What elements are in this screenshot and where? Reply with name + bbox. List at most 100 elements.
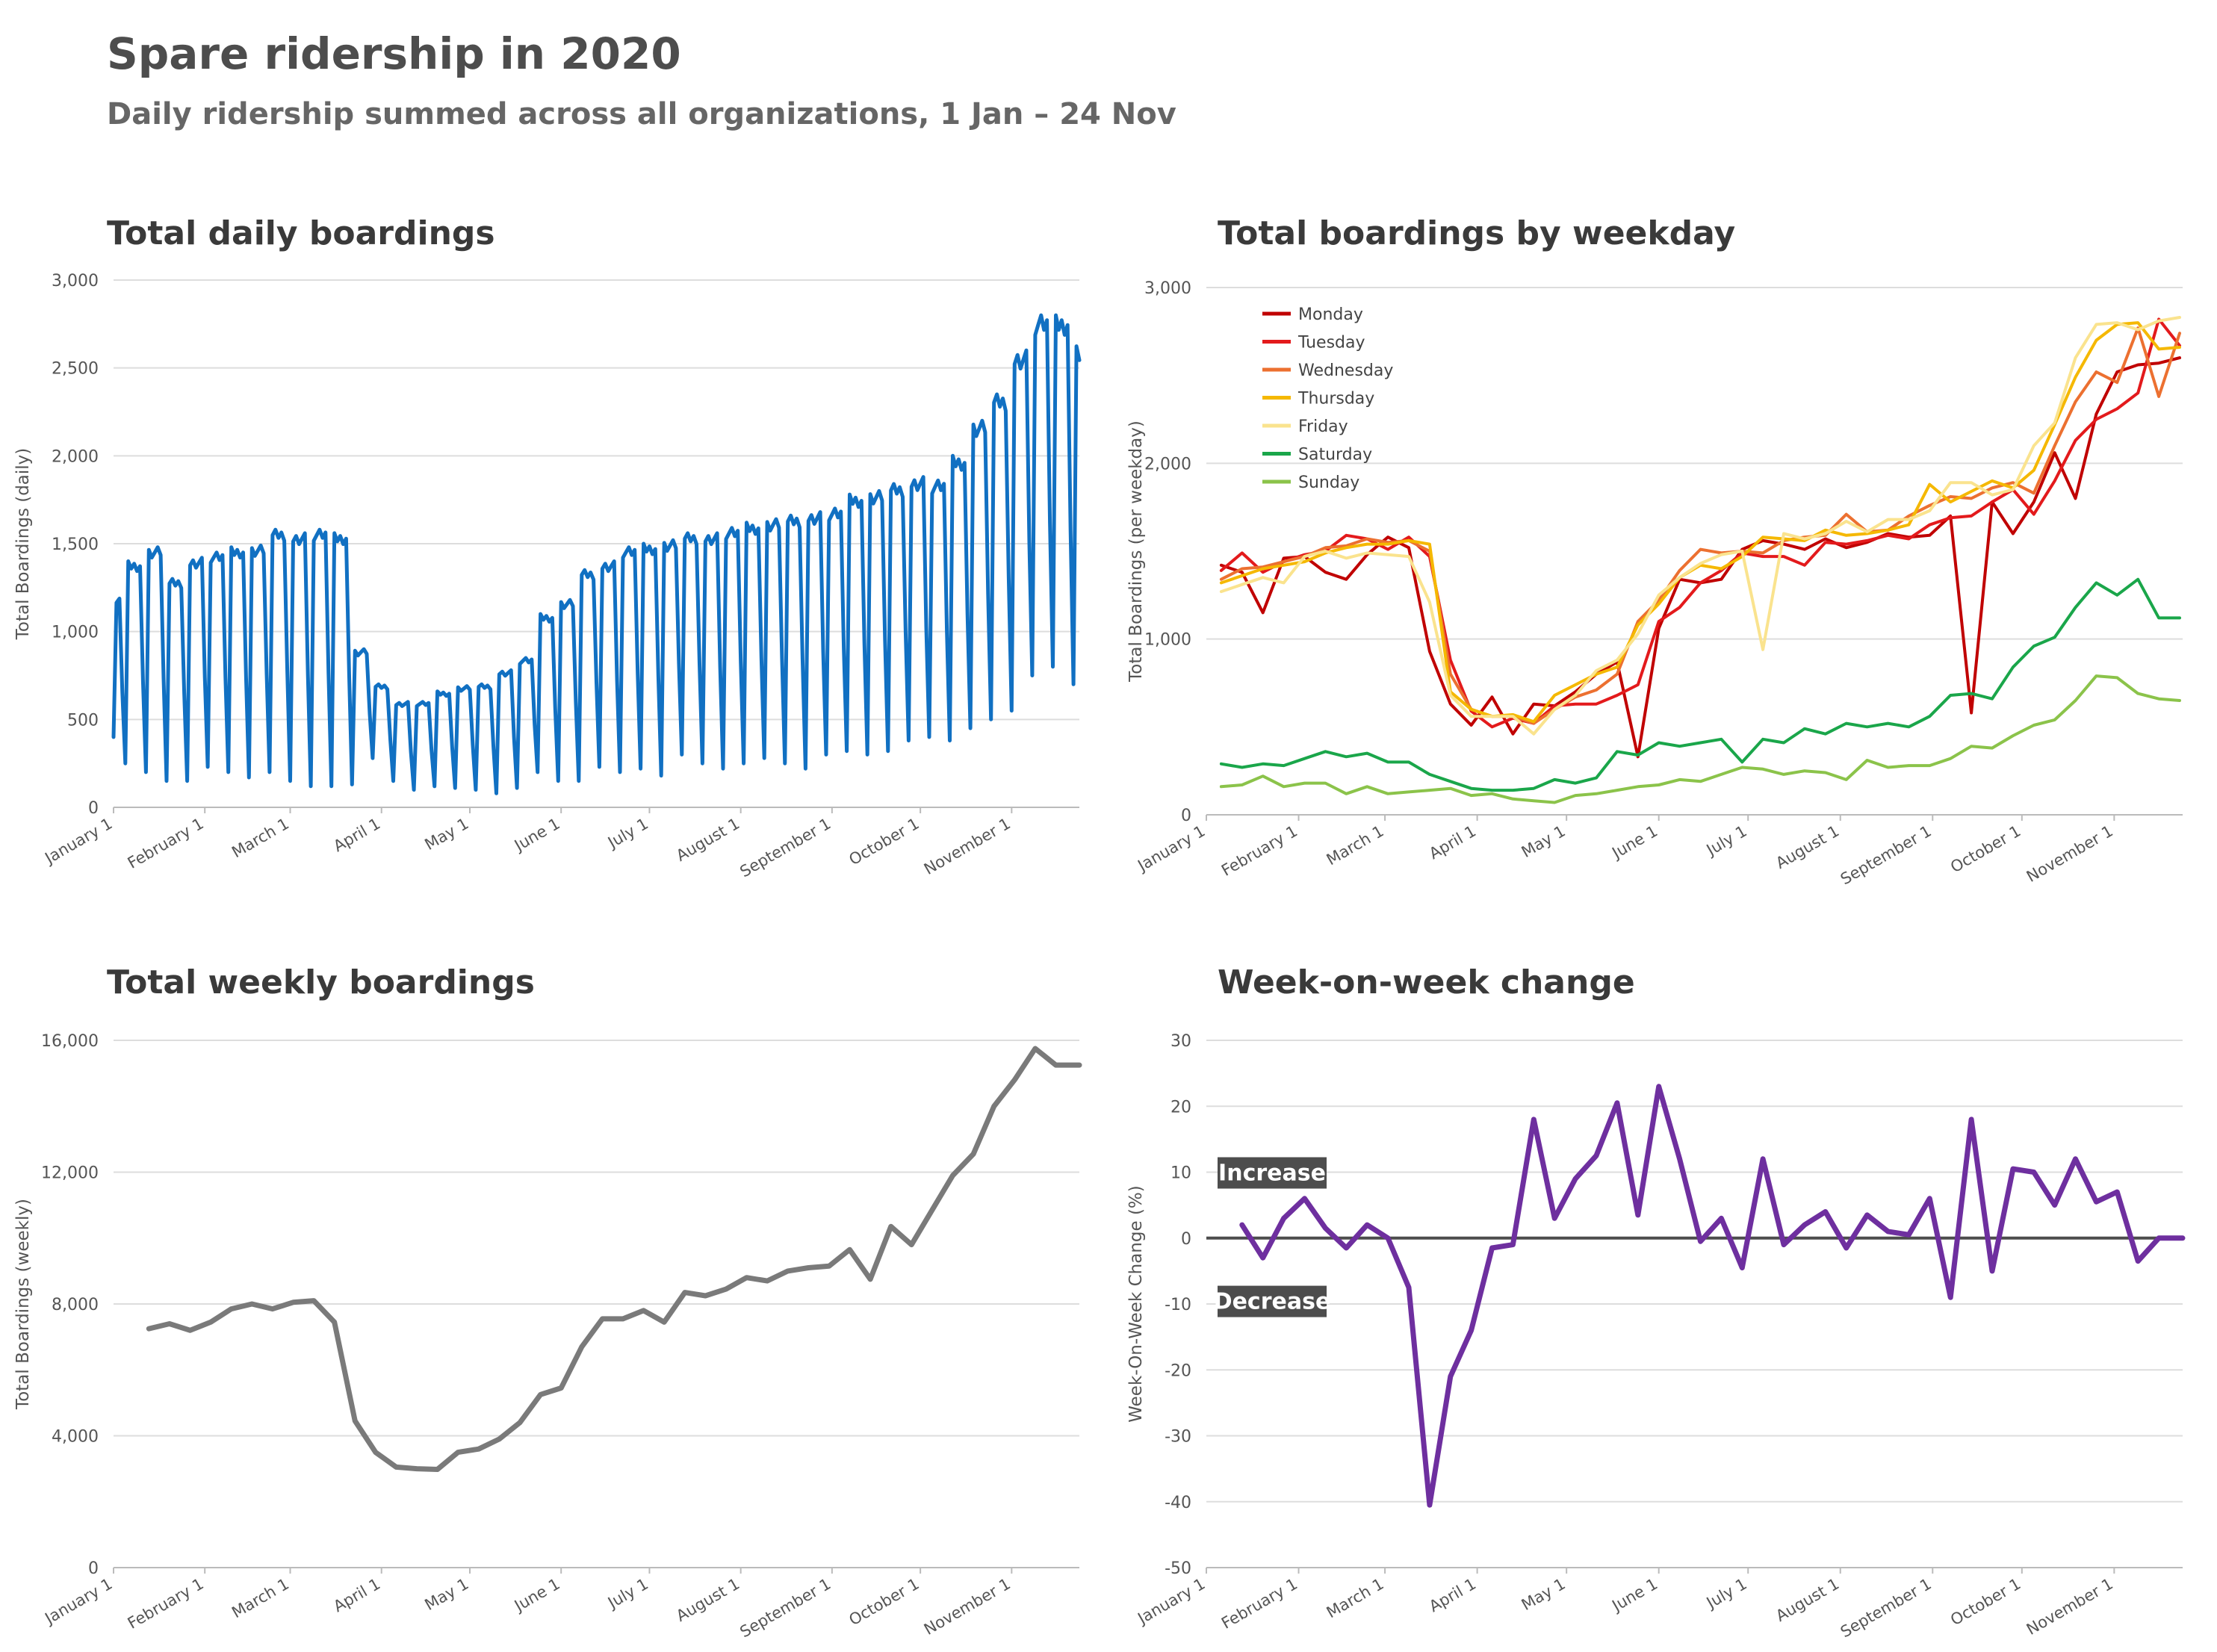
data-point xyxy=(622,1318,624,1320)
data-point xyxy=(967,612,968,615)
data-point xyxy=(1450,659,1451,661)
data-point xyxy=(1554,705,1555,707)
data-point xyxy=(1471,724,1472,726)
data-point xyxy=(804,768,806,769)
y-tick-label: 3,000 xyxy=(52,272,99,291)
data-point xyxy=(999,406,1001,408)
data-point xyxy=(2116,1191,2118,1193)
data-point xyxy=(1575,795,1576,796)
data-point xyxy=(1324,550,1326,552)
data-point xyxy=(1616,1102,1618,1104)
data-point xyxy=(1408,547,1410,548)
data-point xyxy=(855,497,856,498)
data-point xyxy=(457,686,459,688)
data-point xyxy=(1971,497,1972,500)
x-tick-label: July 1 xyxy=(604,1575,651,1613)
data-point xyxy=(1241,766,1243,768)
x-tick-label: February 1 xyxy=(125,1575,207,1633)
data-point xyxy=(1345,793,1347,795)
data-point xyxy=(1846,514,1847,515)
data-point xyxy=(931,493,933,494)
data-point xyxy=(1471,795,1472,796)
annotation-decrease-bg xyxy=(1218,1285,1327,1317)
data-point xyxy=(181,587,182,589)
data-point xyxy=(1023,358,1024,360)
data-point xyxy=(1303,758,1306,760)
data-point xyxy=(601,1318,604,1320)
x-tick-label: February 1 xyxy=(1218,1575,1300,1633)
data-point xyxy=(781,657,783,659)
x-tick-label: May 1 xyxy=(422,815,472,854)
data-point xyxy=(463,688,465,689)
data-point xyxy=(2033,445,2035,447)
data-point xyxy=(2074,497,2077,500)
data-point xyxy=(1720,579,1722,580)
data-point xyxy=(1783,556,1785,557)
data-point xyxy=(481,683,483,685)
data-point xyxy=(2012,489,2014,491)
data-point xyxy=(1014,1079,1015,1081)
data-point xyxy=(1783,1244,1785,1246)
data-point xyxy=(1408,761,1410,763)
data-point xyxy=(584,569,586,571)
data-point xyxy=(973,423,974,426)
x-tick-label: June 1 xyxy=(510,815,563,856)
data-point xyxy=(1741,1267,1743,1269)
data-point xyxy=(1637,684,1639,686)
data-point xyxy=(363,648,365,650)
data-point xyxy=(575,701,577,703)
y-tick-label: 1,500 xyxy=(52,535,99,554)
data-point xyxy=(239,557,241,559)
data-point xyxy=(1971,693,1972,695)
data-point xyxy=(1762,556,1764,557)
data-point xyxy=(1804,549,1805,550)
data-point xyxy=(1679,606,1681,608)
data-point xyxy=(507,672,509,674)
y-tick-label: 2,500 xyxy=(52,360,99,379)
y-tick-label: 0 xyxy=(88,1559,99,1578)
data-point xyxy=(952,1175,954,1176)
legend-label-tuesday: Tuesday xyxy=(1297,334,1365,353)
y-tick-label: -30 xyxy=(1165,1428,1191,1447)
data-point xyxy=(445,695,447,697)
data-point xyxy=(422,701,424,703)
data-point xyxy=(2054,480,2056,482)
data-point xyxy=(722,768,724,769)
data-point xyxy=(955,465,956,468)
data-point xyxy=(1762,536,1764,538)
data-point xyxy=(790,515,792,516)
data-point xyxy=(2137,693,2139,695)
y-tick-label: 500 xyxy=(67,711,99,730)
data-point xyxy=(1637,786,1639,787)
data-point xyxy=(2137,364,2139,366)
data-point xyxy=(2095,371,2097,373)
data-point xyxy=(1825,538,1826,540)
y-tick-label: -50 xyxy=(1165,1559,1191,1578)
data-point xyxy=(437,691,438,692)
data-point xyxy=(796,518,798,519)
data-point xyxy=(698,663,701,665)
data-point xyxy=(716,532,718,534)
data-point xyxy=(475,789,477,791)
data-point xyxy=(601,568,604,570)
data-point xyxy=(578,780,580,782)
data-point xyxy=(775,518,777,520)
x-tick-label: July 1 xyxy=(1702,1575,1750,1613)
legend-label-sunday: Sunday xyxy=(1298,473,1359,492)
data-point xyxy=(1055,314,1057,316)
y-tick-label: 8,000 xyxy=(52,1296,99,1314)
data-point xyxy=(1971,515,1972,517)
panel-title-weekday: Total boardings by weekday xyxy=(1218,214,1736,252)
data-point xyxy=(666,550,668,552)
x-tick-label: November 1 xyxy=(2024,1575,2116,1639)
y-tick-label: 1,000 xyxy=(52,624,99,642)
data-point xyxy=(169,1323,170,1325)
data-point xyxy=(437,1468,438,1471)
data-point xyxy=(1471,1329,1472,1331)
data-point xyxy=(1324,547,1326,548)
data-point xyxy=(637,672,639,674)
data-point xyxy=(631,554,633,556)
x-tick-label: November 1 xyxy=(921,815,1014,878)
data-point xyxy=(1429,789,1430,791)
data-point xyxy=(2012,482,2014,483)
